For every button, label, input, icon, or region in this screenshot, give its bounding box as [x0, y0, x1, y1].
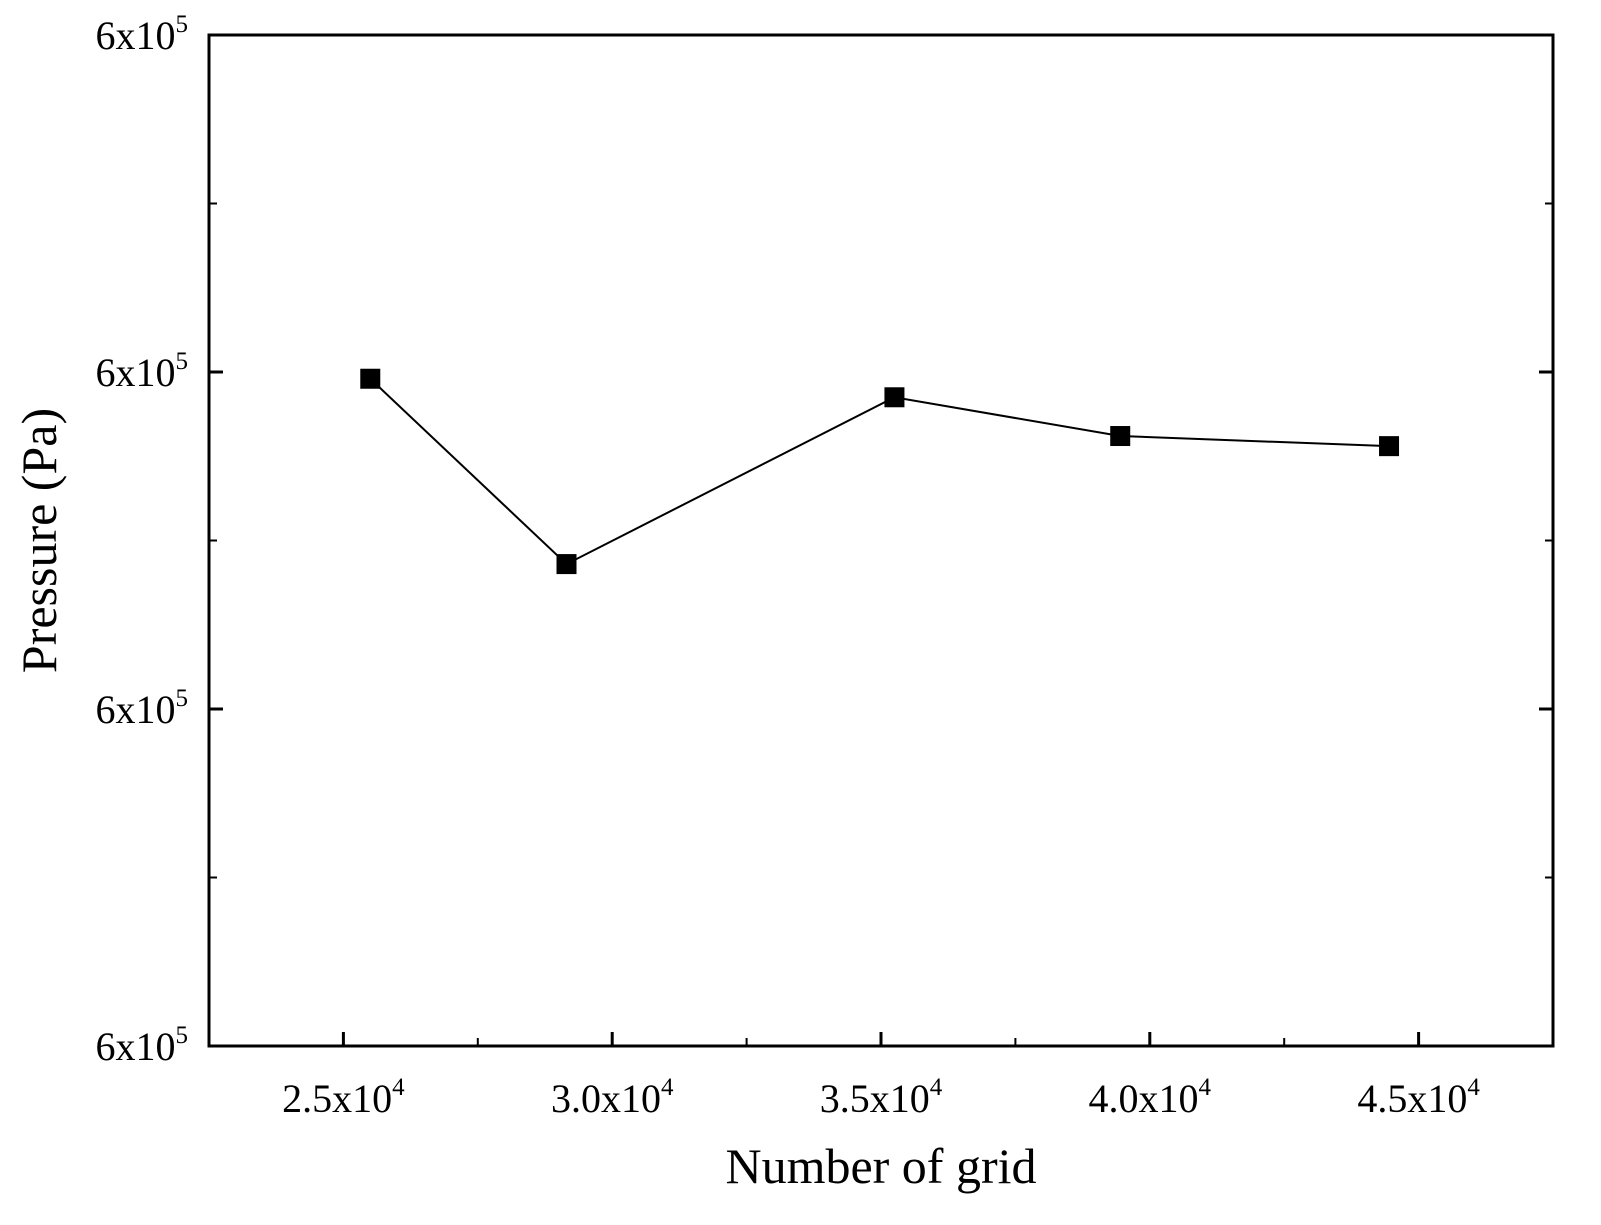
y-axis-label: Pressure (Pa): [11, 408, 67, 673]
tick-labels: 2.5x104 3.0x104 3.5x104 4.0x104 4.5x104 6x105…: [96, 11, 1481, 1121]
y-tick-label: 6x105: [96, 348, 189, 395]
x-tick-label: 3.5x104: [820, 1074, 943, 1121]
y-tick-label: 6x105: [96, 685, 189, 732]
y-tick-label: 6x105: [96, 11, 189, 58]
y-tick-label: 6x105: [96, 1022, 189, 1069]
series-layer: [360, 368, 1400, 575]
data-point-marker: [884, 387, 905, 408]
series-line: [369, 378, 1390, 566]
data-point-marker: [360, 368, 381, 389]
data-point-marker: [1110, 426, 1131, 447]
x-tick-label: 2.5x104: [282, 1074, 405, 1121]
x-tick-label: 3.0x104: [551, 1074, 674, 1121]
x-tick-label: 4.0x104: [1089, 1074, 1212, 1121]
data-point-marker: [1379, 436, 1400, 457]
x-axis-label: Number of grid: [725, 1138, 1036, 1194]
axis-ticks: [209, 33, 1553, 1048]
plot-frame: [207, 33, 1555, 1048]
data-point-marker: [556, 554, 577, 575]
x-tick-label: 4.5x104: [1357, 1074, 1480, 1121]
